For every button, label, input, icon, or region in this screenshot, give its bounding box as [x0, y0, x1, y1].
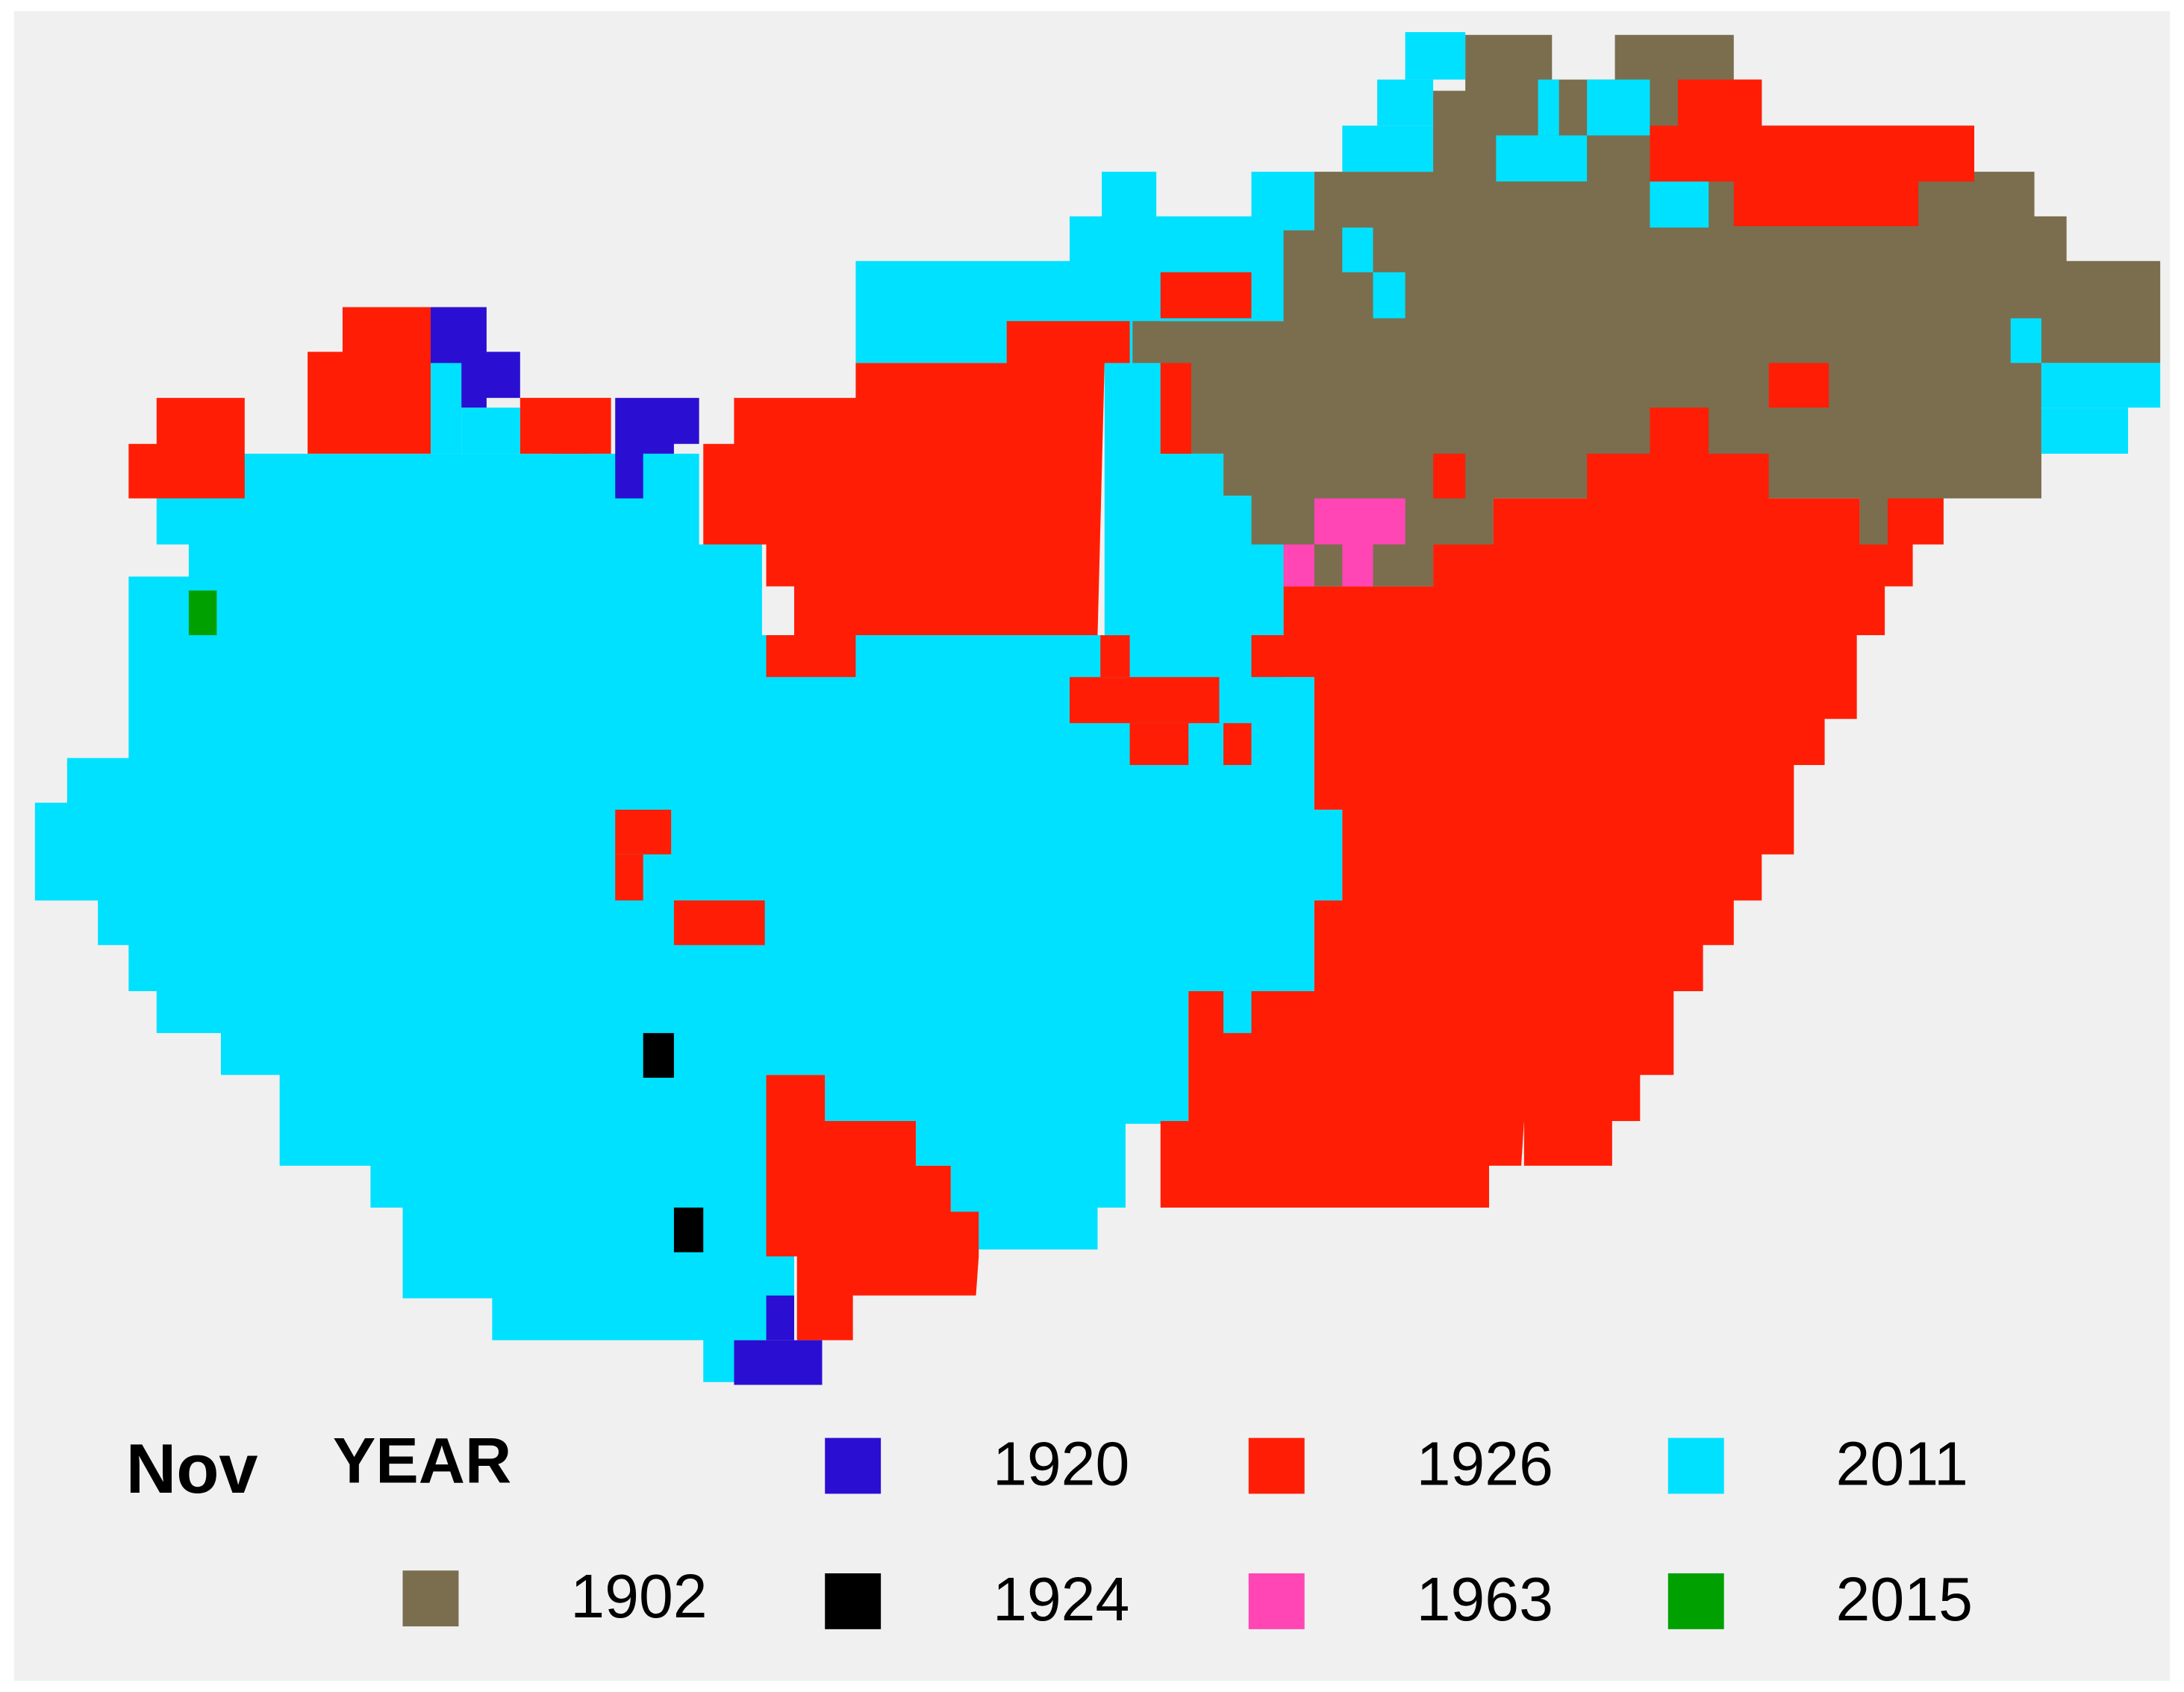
- region: [1887, 498, 1944, 545]
- region: [1373, 272, 1405, 319]
- legend-label: 2011: [1836, 1430, 1968, 1499]
- region: [703, 321, 1130, 678]
- region: [643, 1033, 674, 1078]
- region: [1100, 635, 1130, 678]
- region: [1650, 181, 1709, 228]
- legend-swatch: [1248, 1437, 1305, 1494]
- region: [1223, 722, 1252, 766]
- legend: 1920 1926 2011 1902 1924 1963 2015: [402, 1430, 1973, 1634]
- region: [1587, 79, 1650, 136]
- region: [1342, 544, 1373, 587]
- region: [2041, 408, 2129, 454]
- region: [1160, 408, 1913, 1208]
- region: [1733, 181, 1919, 227]
- region: [552, 443, 587, 454]
- region: [673, 900, 765, 946]
- region: [430, 355, 462, 454]
- legend-label: 1902: [570, 1562, 707, 1631]
- legend-swatch: [402, 1570, 459, 1627]
- map-title: Nov: [126, 1429, 258, 1508]
- region: [1342, 227, 1373, 272]
- region: [188, 590, 217, 636]
- region: [1496, 135, 1588, 182]
- region: [615, 398, 699, 499]
- region: [2041, 363, 2161, 408]
- region: [1314, 498, 1405, 545]
- region: [1538, 79, 1559, 136]
- region: [34, 321, 1343, 1382]
- legend-label: 1926: [1417, 1430, 1553, 1499]
- region: [615, 854, 643, 901]
- legend-swatch: [825, 1437, 882, 1494]
- region: [734, 1340, 823, 1385]
- legend-title: YEAR: [333, 1426, 511, 1497]
- region: [1129, 722, 1189, 766]
- region: [1160, 272, 1252, 319]
- region: [1342, 125, 1434, 172]
- region: [461, 408, 520, 454]
- legend-swatch: [1667, 1573, 1724, 1629]
- legend-swatch: [1248, 1573, 1305, 1629]
- legend-swatch: [825, 1573, 882, 1629]
- region: [308, 307, 431, 454]
- region: [673, 1207, 704, 1252]
- region: [1283, 544, 1314, 587]
- region: [1070, 677, 1220, 723]
- region: [1677, 79, 1762, 140]
- region: [766, 1075, 979, 1340]
- region: [1223, 991, 1252, 1034]
- region: [1160, 363, 1191, 454]
- region: [1433, 453, 1466, 499]
- legend-swatch: [1667, 1437, 1724, 1494]
- legend-label: 2015: [1836, 1565, 1973, 1634]
- map-regions: [34, 32, 2161, 1385]
- legend-label: 1924: [993, 1565, 1129, 1634]
- legend-label: 1963: [1417, 1565, 1553, 1634]
- legend-label: 1920: [993, 1430, 1129, 1499]
- region: [766, 1295, 794, 1340]
- region: [615, 809, 672, 855]
- region: [1405, 32, 1466, 80]
- region: [2010, 318, 2041, 363]
- region: [1377, 79, 1434, 126]
- region: [430, 307, 520, 408]
- region: [1768, 363, 1829, 408]
- region: [128, 398, 245, 499]
